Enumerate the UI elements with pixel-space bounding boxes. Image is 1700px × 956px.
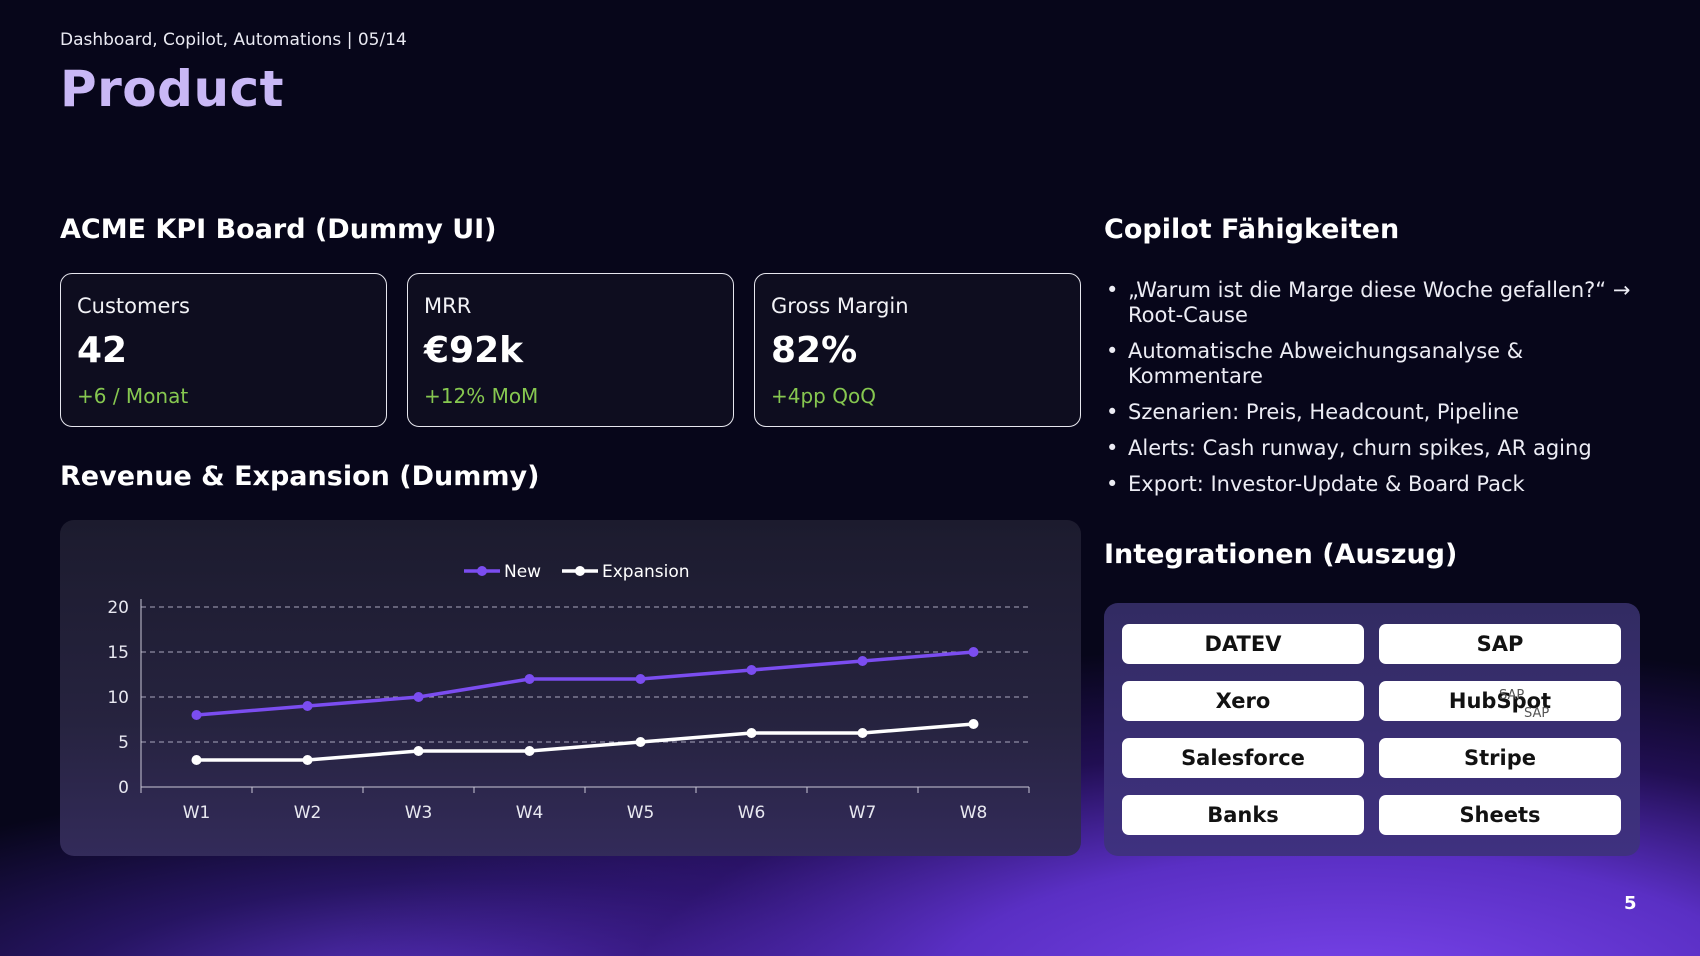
kpi-value: 42 [77, 330, 128, 371]
legend-label: Expansion [602, 562, 690, 582]
x-tick-label: W8 [960, 803, 988, 823]
data-point [302, 701, 313, 711]
integration-chip-datev[interactable]: DATEV [1122, 624, 1364, 664]
y-tick-label: 0 [118, 778, 129, 798]
x-tick-label: W2 [294, 803, 322, 823]
kpi-label: MRR [424, 294, 472, 318]
data-point [413, 746, 424, 756]
list-item: Automatische Abweichungsanalyse & Kommen… [1104, 339, 1664, 389]
data-point [413, 692, 424, 702]
kpi-card-mrr: MRR €92k +12% MoM [407, 273, 734, 427]
x-tick-label: W4 [516, 803, 544, 823]
legend-label: New [504, 562, 541, 582]
kpi-board-heading: ACME KPI Board (Dummy UI) [60, 214, 497, 245]
page-title: Product [60, 60, 285, 118]
kpi-delta: +4pp QoQ [771, 384, 876, 408]
x-tick-label: W1 [183, 803, 211, 823]
list-item: Alerts: Cash runway, churn spikes, AR ag… [1104, 436, 1664, 461]
data-point [524, 746, 535, 756]
kpi-delta: +6 / Monat [77, 384, 189, 408]
integration-chip-xero[interactable]: Xero [1122, 681, 1364, 721]
x-tick-label: W3 [405, 803, 433, 823]
data-point [857, 728, 868, 738]
list-item: Export: Investor-Update & Board Pack [1104, 472, 1664, 497]
data-point [191, 710, 202, 720]
breadcrumb: Dashboard, Copilot, Automations | 05/14 [60, 30, 407, 50]
data-point [635, 674, 646, 684]
kpi-delta: +12% MoM [424, 384, 539, 408]
revenue-chart: 0 5 10 15 20 W1 W2 W3 W4 W5 W6 W7 W8 New Expansion [107, 562, 1030, 823]
data-point [524, 674, 535, 684]
legend-marker [477, 566, 487, 576]
y-tick-label: 20 [107, 598, 129, 618]
y-tick-label: 10 [107, 688, 129, 708]
page-number: 5 [1624, 893, 1637, 914]
overlap-label: SAP [1524, 706, 1550, 721]
integration-chip-sheets[interactable]: Sheets [1379, 795, 1621, 835]
revenue-chart-panel: 0 5 10 15 20 W1 W2 W3 W4 W5 W6 W7 W8 New Expansion [60, 520, 1081, 856]
integrations-heading: Integrationen (Auszug) [1104, 539, 1458, 570]
series-line-expansion [196, 722, 974, 762]
list-item: Szenarien: Preis, Headcount, Pipeline [1104, 400, 1664, 425]
data-point [302, 755, 313, 765]
kpi-label: Gross Margin [771, 294, 909, 318]
kpi-card-customers: Customers 42 +6 / Monat [60, 273, 387, 427]
legend-marker [575, 566, 585, 576]
data-point [746, 665, 757, 675]
integration-chip-banks[interactable]: Banks [1122, 795, 1364, 835]
integration-chip-stripe[interactable]: Stripe [1379, 738, 1621, 778]
integration-chip-sap[interactable]: SAP [1379, 624, 1621, 664]
kpi-label: Customers [77, 294, 190, 318]
kpi-value: 82% [771, 330, 858, 371]
data-point [191, 755, 202, 765]
kpi-card-gross-margin: Gross Margin 82% +4pp QoQ [754, 273, 1081, 427]
x-tick-label: W7 [849, 803, 877, 823]
x-tick-label: W6 [738, 803, 766, 823]
y-tick-label: 15 [107, 643, 129, 663]
data-point [968, 719, 979, 729]
series-line-new [196, 650, 974, 717]
integration-chip-label: HubSpot [1448, 689, 1552, 713]
overlap-label: SAP [1499, 688, 1525, 703]
copilot-heading: Copilot Fähigkeiten [1104, 214, 1400, 245]
data-point [968, 647, 979, 657]
y-tick-label: 5 [118, 733, 129, 753]
list-item: „Warum ist die Marge diese Woche gefalle… [1104, 278, 1664, 328]
integration-chip-hubspot[interactable]: HubSpot SAP SAP [1379, 681, 1621, 721]
x-tick-label: W5 [627, 803, 655, 823]
copilot-capabilities-list: „Warum ist die Marge diese Woche gefalle… [1104, 278, 1664, 508]
revenue-heading: Revenue & Expansion (Dummy) [60, 461, 540, 492]
data-point [746, 728, 757, 738]
kpi-value: €92k [424, 330, 524, 371]
data-point [635, 737, 646, 747]
integrations-panel: DATEV SAP Xero HubSpot SAP SAP Salesforc… [1104, 603, 1640, 856]
data-point [857, 656, 868, 666]
integration-chip-salesforce[interactable]: Salesforce [1122, 738, 1364, 778]
